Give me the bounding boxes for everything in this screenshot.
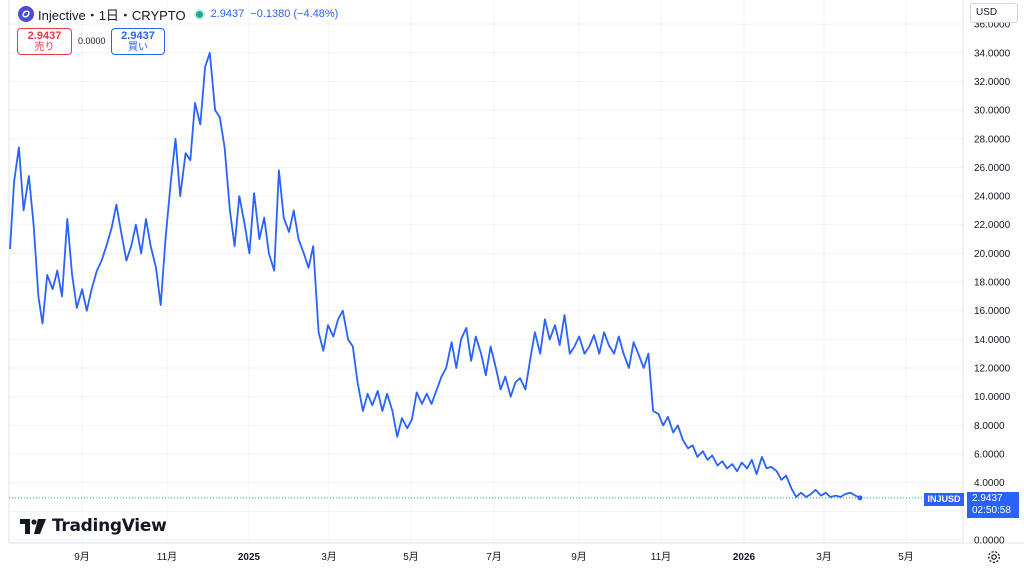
- symbol-header: Injective・1日・CRYPTO 2.9437 −0.1380 (−4.4…: [18, 5, 338, 23]
- y-tick-label: 26.0000: [974, 163, 1011, 174]
- buy-label: 買い: [128, 42, 148, 53]
- x-tick-label: 11月: [651, 551, 671, 563]
- last-price-ticker: INJUSD: [924, 493, 964, 506]
- x-tick-label: 5月: [403, 551, 419, 563]
- y-tick-label: 28.0000: [974, 134, 1011, 145]
- x-tick-label: 3月: [816, 551, 832, 563]
- y-tick-label: 20.0000: [974, 249, 1011, 260]
- sell-price: 2.9437: [27, 30, 62, 42]
- y-tick-label: 36.0000: [974, 20, 1011, 31]
- sell-button[interactable]: 2.9437 売り: [17, 28, 72, 55]
- last-price-value: 2.9437: [972, 493, 1003, 504]
- buy-price: 2.9437: [121, 30, 155, 42]
- x-tick-label: 2025: [238, 552, 261, 563]
- tradingview-logo[interactable]: TradingView: [20, 516, 167, 536]
- y-tick-label: 34.0000: [974, 48, 1011, 59]
- x-tick-label: 7月: [486, 551, 502, 563]
- y-tick-label: 14.0000: [974, 335, 1011, 346]
- injective-logo-icon: [18, 6, 34, 22]
- y-tick-label: 8.0000: [974, 421, 1005, 432]
- x-tick-label: 2026: [733, 552, 756, 563]
- header-change: −0.1380 (−4.48%): [250, 8, 339, 20]
- price-line: [9, 51, 861, 499]
- chart-grid: [9, 0, 963, 543]
- y-tick-label: 10.0000: [974, 392, 1011, 403]
- time-axis[interactable]: 9月 11月 2025 3月 5月 7月 9月 11月 2026 3月 5月: [74, 551, 914, 563]
- last-price-dot: [857, 495, 863, 501]
- x-tick-label: 3月: [321, 551, 337, 563]
- tradingview-logo-icon: [20, 518, 46, 534]
- last-price-label: 2.9437 02:50:58: [967, 492, 1019, 518]
- sell-label: 売り: [34, 42, 55, 53]
- x-tick-label: 9月: [571, 551, 587, 563]
- symbol-title[interactable]: Injective・1日・CRYPTO: [38, 7, 186, 23]
- y-tick-label: 4.0000: [974, 478, 1005, 489]
- x-tick-label: 5月: [898, 551, 914, 563]
- y-tick-label: 0.0000: [974, 536, 1005, 547]
- bar-countdown: 02:50:58: [972, 505, 1011, 516]
- price-axis[interactable]: 0.00002.00004.00006.00008.000010.000012.…: [974, 20, 1011, 547]
- y-tick-label: 16.0000: [974, 306, 1011, 317]
- market-status-icon: [195, 10, 203, 18]
- tradingview-wordmark: TradingView: [52, 516, 167, 536]
- y-tick-label: 24.0000: [974, 192, 1011, 203]
- y-tick-label: 18.0000: [974, 278, 1011, 289]
- y-tick-label: 30.0000: [974, 106, 1011, 117]
- y-tick-label: 12.0000: [974, 364, 1011, 375]
- currency-select[interactable]: USD: [970, 3, 1018, 23]
- y-tick-label: 6.0000: [974, 450, 1005, 461]
- buy-button[interactable]: 2.9437 買い: [111, 28, 165, 55]
- x-tick-label: 11月: [157, 551, 177, 563]
- y-tick-label: 22.0000: [974, 220, 1011, 231]
- y-tick-label: 32.0000: [974, 77, 1011, 88]
- spread-value: 0.0000: [78, 36, 106, 46]
- settings-gear-icon[interactable]: [986, 549, 1002, 565]
- header-price: 2.9437: [210, 8, 245, 20]
- x-tick-label: 9月: [74, 551, 90, 563]
